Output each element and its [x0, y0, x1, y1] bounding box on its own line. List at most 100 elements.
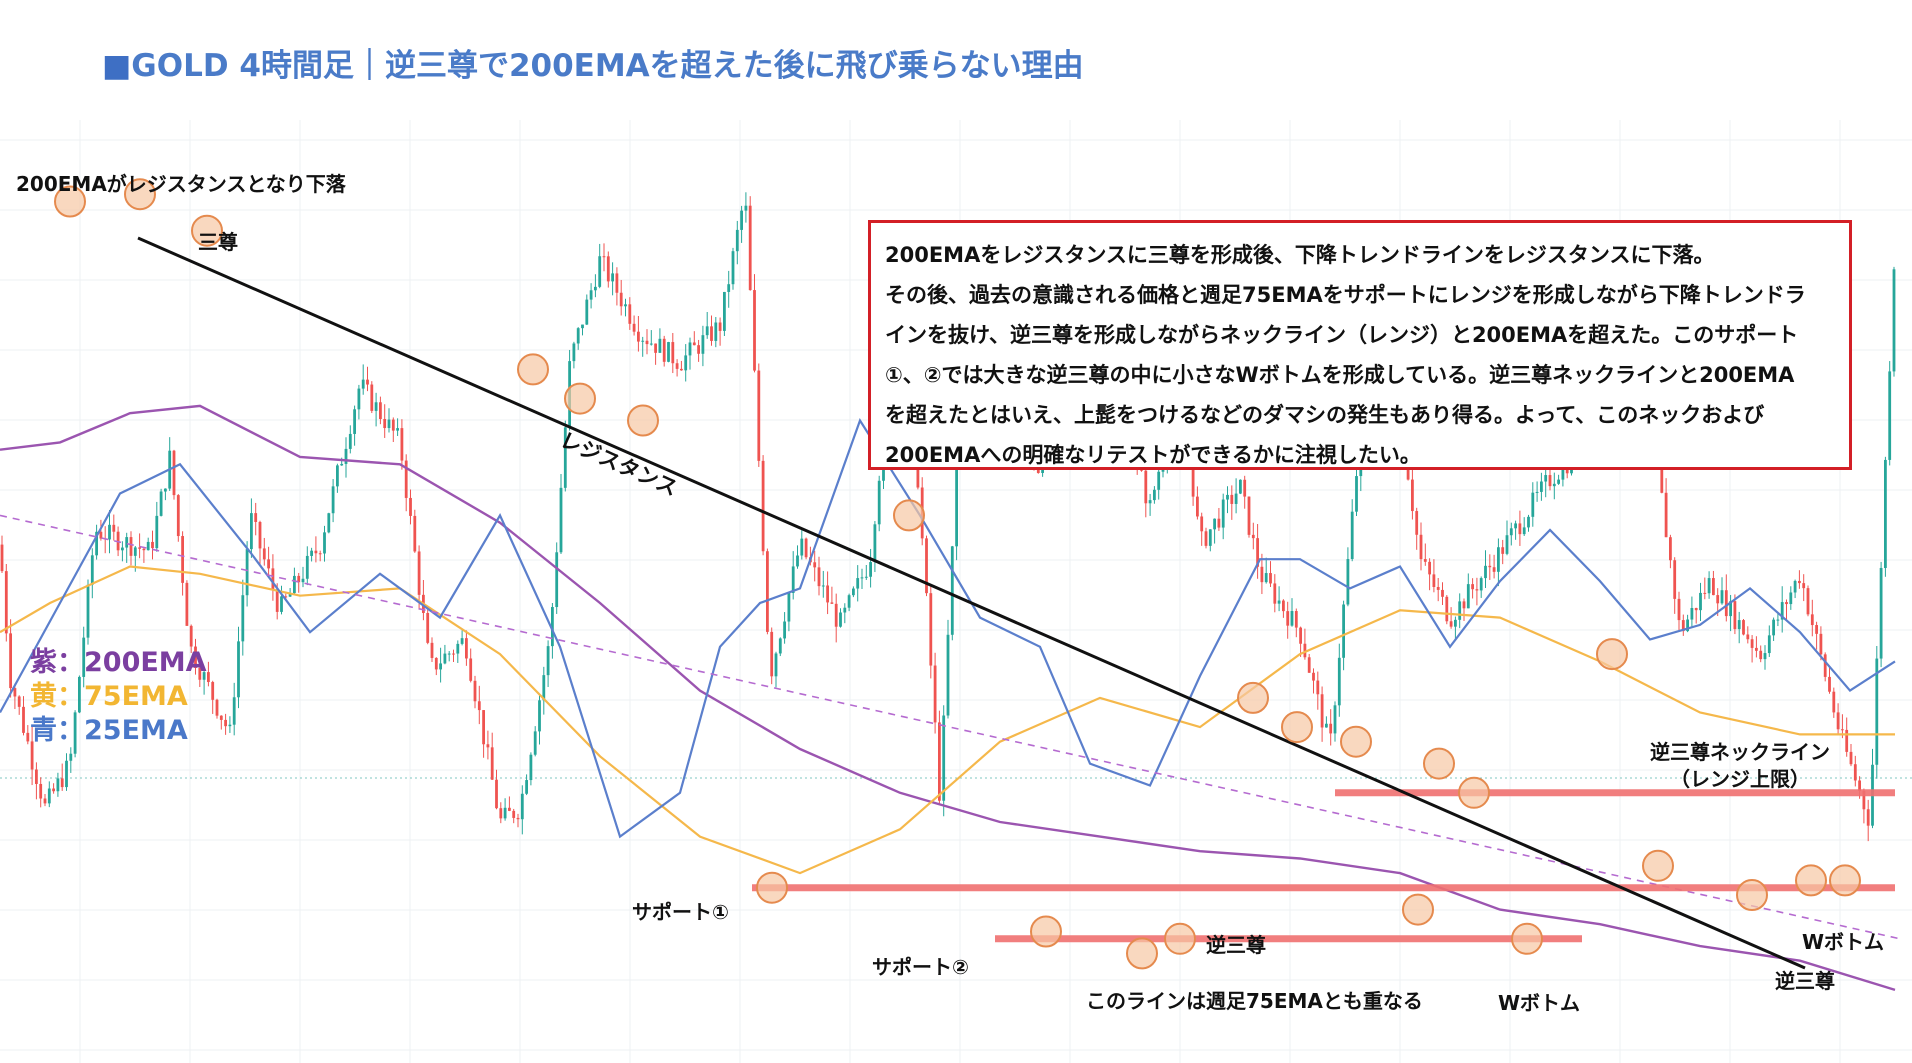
candle-body [250, 513, 253, 550]
candle-body [705, 326, 709, 336]
candle-body [731, 251, 735, 285]
gyaku-santon-label-1: 逆三尊 [1206, 933, 1266, 957]
candle-body [374, 402, 378, 411]
candle-body [675, 363, 679, 369]
candle-body [804, 538, 808, 558]
candle-body [1858, 780, 1861, 791]
candle-body [13, 688, 17, 697]
candle-body [1221, 499, 1225, 528]
candle-body [1681, 620, 1685, 632]
candle-body [1200, 516, 1204, 532]
candle-body [710, 326, 713, 341]
candle-body [1557, 479, 1560, 484]
candle-body [1552, 483, 1556, 487]
candle-body [735, 229, 739, 252]
support2-label: サポート② [872, 955, 969, 979]
candle-body [17, 696, 21, 707]
candle-body [1299, 627, 1302, 644]
candle-body [1213, 518, 1216, 530]
candle-body [783, 621, 786, 639]
candle-body [839, 612, 842, 627]
candle-body [138, 547, 141, 549]
w-bottom-label-2: Wボトム [1802, 930, 1885, 954]
candle-body [628, 304, 632, 324]
candle-body [843, 607, 847, 613]
candle-body [744, 205, 748, 211]
candle-body [1488, 565, 1492, 568]
candle-body [727, 284, 731, 292]
candle-body [211, 682, 215, 700]
candle-body [757, 370, 761, 461]
candle-body [125, 537, 129, 548]
candle-body [1527, 516, 1530, 528]
pivot-marker-circle [1511, 922, 1543, 955]
candle-body [637, 331, 640, 342]
pivot-marker-circle [191, 214, 223, 247]
candle-body [284, 596, 288, 598]
candle-body [348, 433, 352, 449]
pivot-marker-circle [1237, 681, 1269, 714]
candle-body [753, 290, 756, 371]
candle-body [1462, 601, 1466, 609]
candle-body [366, 379, 369, 385]
candle-body [602, 256, 606, 258]
candle-body [194, 646, 197, 668]
candle-body [1286, 611, 1290, 626]
candle-body [340, 463, 344, 466]
candle-body [606, 256, 610, 282]
candle-body [1733, 601, 1737, 630]
candle-body [714, 322, 718, 341]
support1-label: サポート① [632, 900, 729, 924]
candle-body [864, 576, 868, 578]
ema75-line [0, 565, 1895, 875]
candle-body [684, 355, 688, 371]
pivot-marker-circle [564, 382, 596, 415]
candle-body [1699, 592, 1702, 611]
candle-body [1307, 657, 1311, 673]
commentary-line: インを抜け、逆三尊を形成しながらネックライン（レンジ）と200EMAを超えた。こ… [885, 323, 1799, 347]
candle-body [1823, 654, 1827, 677]
candle-body [1518, 523, 1522, 535]
candle-body [47, 788, 51, 804]
candle-body [434, 657, 438, 670]
candle-body [873, 524, 877, 563]
neckline-sub-label: （レンジ上限） [1670, 767, 1810, 791]
candle-body [576, 328, 580, 344]
candle-body [658, 338, 662, 353]
candle-body [185, 582, 189, 626]
candle-body [654, 343, 657, 353]
commentary-line: その後、過去の意識される価格と週足75EMAをサポートにレンジを形成しながら下降… [885, 283, 1806, 307]
candle-body [1475, 589, 1479, 591]
candle-body [761, 460, 765, 552]
candle-body [538, 700, 541, 732]
candle-body [701, 335, 705, 354]
candle-body [1273, 583, 1277, 604]
candle-body [219, 715, 223, 720]
candle-body [383, 419, 387, 429]
candle-body [409, 497, 412, 516]
candle-body [1325, 723, 1328, 728]
candle-body [108, 524, 111, 540]
candle-body [465, 638, 468, 659]
candle-body [813, 562, 817, 568]
candle-body [1256, 538, 1259, 567]
candle-body [1484, 565, 1487, 579]
candle-body [56, 778, 60, 792]
pivot-marker-circle [1340, 725, 1372, 758]
candle-body [1144, 470, 1148, 504]
ema25-line [0, 418, 1896, 839]
gyaku-santon-label-2: 逆三尊 [1775, 969, 1835, 993]
candle-body [594, 286, 597, 291]
pivot-marker-circle [1281, 711, 1313, 744]
candle-body [1535, 491, 1539, 493]
candle-body [1828, 676, 1831, 692]
candle-body [512, 810, 516, 818]
candle-body [1333, 705, 1337, 734]
candle-body [215, 699, 219, 716]
candle-body [1742, 620, 1745, 635]
candle-body [456, 643, 460, 654]
descending-trendline [137, 236, 1806, 970]
candle-body [189, 625, 193, 647]
candle-body [826, 585, 829, 603]
candle-body [692, 342, 696, 346]
